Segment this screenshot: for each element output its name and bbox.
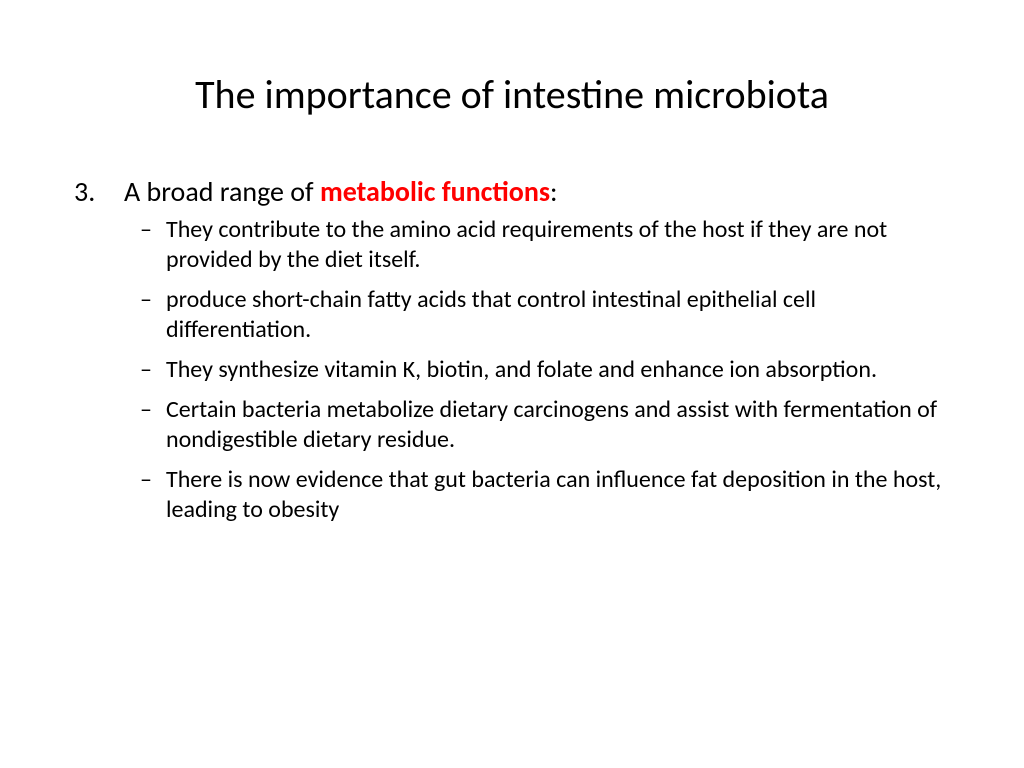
sub-bullet-text: Certain bacteria metabolize dietary carc…: [166, 395, 954, 455]
sub-bullet-text: There is now evidence that gut bacteria …: [166, 465, 954, 525]
slide-title: The importance of intestine microbiota: [70, 70, 954, 119]
sub-bullet-item: – They contribute to the amino acid requ…: [140, 215, 954, 275]
sub-bullet-text: They synthesize vitamin K, biotin, and f…: [166, 355, 954, 385]
sub-bullet-text: produce short-chain fatty acids that con…: [166, 285, 954, 345]
dash-bullet-icon: –: [140, 215, 166, 275]
sub-bullet-item: – Certain bacteria metabolize dietary ca…: [140, 395, 954, 455]
list-number: 3.: [70, 174, 124, 209]
slide: The importance of intestine microbiota 3…: [0, 0, 1024, 768]
list-suffix: :: [550, 174, 558, 209]
dash-bullet-icon: –: [140, 395, 166, 455]
list-text: A broad range of metabolic functions:: [124, 174, 558, 209]
list-emphasis: metabolic functions: [320, 174, 550, 209]
dash-bullet-icon: –: [140, 285, 166, 345]
sub-bullet-text: They contribute to the amino acid requir…: [166, 215, 954, 275]
dash-bullet-icon: –: [140, 355, 166, 385]
dash-bullet-icon: –: [140, 465, 166, 525]
sub-bullet-list: – They contribute to the amino acid requ…: [140, 215, 954, 525]
sub-bullet-item: – produce short-chain fatty acids that c…: [140, 285, 954, 345]
numbered-list-item: 3. A broad range of metabolic functions:: [70, 174, 954, 209]
list-prefix: A broad range of: [124, 174, 320, 209]
sub-bullet-item: – There is now evidence that gut bacteri…: [140, 465, 954, 525]
sub-bullet-item: – They synthesize vitamin K, biotin, and…: [140, 355, 954, 385]
